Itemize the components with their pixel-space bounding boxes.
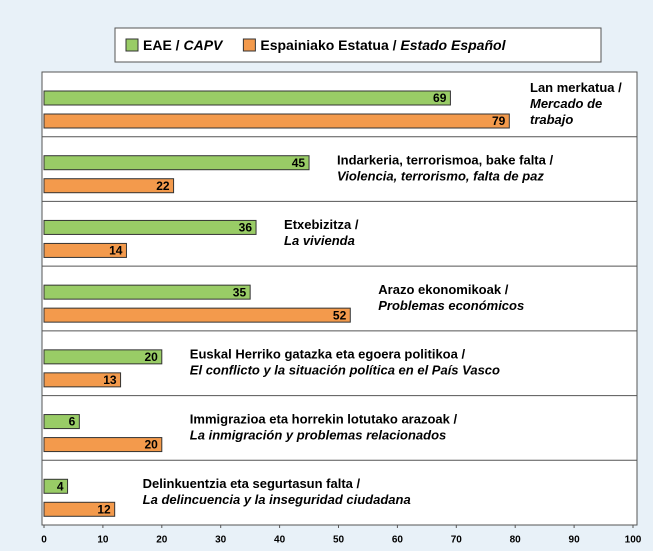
bar — [43, 307, 351, 323]
bar — [43, 242, 127, 258]
category-label: Delinkuentzia eta segurtasun falta / — [143, 476, 361, 491]
bar — [43, 219, 257, 235]
value-label: 52 — [333, 308, 347, 322]
x-tick-label: 70 — [451, 535, 463, 546]
value-label: 35 — [233, 285, 247, 299]
x-tick-label: 60 — [392, 535, 404, 546]
category-label: Lan merkatua / — [530, 80, 622, 95]
x-tick-label: 20 — [156, 535, 168, 546]
value-label: 20 — [144, 350, 158, 364]
value-label: 6 — [69, 415, 76, 429]
legend-label-part: EAE / — [143, 37, 180, 53]
category-label: El conflicto y la situación política en … — [190, 363, 500, 378]
category-label: Problemas económicos — [378, 298, 524, 313]
value-label: 22 — [156, 179, 170, 193]
value-label: 69 — [433, 91, 447, 105]
x-tick-label: 90 — [569, 535, 581, 546]
category-label: Indarkeria, terrorismoa, bake falta / — [337, 153, 553, 168]
x-tick-label: 50 — [333, 535, 345, 546]
value-label: 4 — [57, 479, 64, 493]
legend-label: EAE / CAPV — [143, 37, 224, 53]
value-label: 12 — [97, 502, 111, 516]
bar — [43, 178, 175, 194]
bar — [43, 90, 451, 106]
x-tick-label: 10 — [97, 535, 109, 546]
bar — [43, 478, 69, 494]
bar — [43, 437, 163, 453]
value-label: 45 — [292, 156, 306, 170]
x-tick-label: 0 — [41, 535, 47, 546]
value-label: 36 — [239, 221, 253, 235]
bar — [43, 155, 310, 171]
x-tick-label: 100 — [625, 535, 642, 546]
bar — [43, 349, 163, 365]
category-label: Violencia, terrorismo, falta de paz — [337, 169, 544, 184]
bar — [43, 414, 80, 430]
category-label: La delincuencia y la inseguridad ciudada… — [143, 492, 411, 507]
category-label: La vivienda — [284, 233, 355, 248]
bar — [43, 284, 251, 300]
category-label: Arazo ekonomikoak / — [378, 282, 508, 297]
value-label: 79 — [492, 114, 506, 128]
bar — [43, 372, 122, 388]
legend-swatch — [125, 38, 139, 52]
category-label: Euskal Herriko gatazka eta egoera politi… — [190, 347, 466, 362]
legend-box — [114, 27, 602, 63]
legend-label-part: CAPV — [180, 37, 224, 53]
bar — [43, 113, 510, 129]
x-tick-label: 30 — [215, 535, 227, 546]
x-tick-label: 40 — [274, 535, 286, 546]
category-label: Immigrazioa eta horrekin lotutako arazoa… — [190, 411, 458, 426]
category-label: trabajo — [530, 112, 573, 127]
value-label: 14 — [109, 244, 123, 258]
legend-swatch — [242, 38, 256, 52]
category-label: La inmigración y problemas relacionados — [190, 427, 446, 442]
category-label: Mercado de — [530, 96, 602, 111]
value-label: 13 — [103, 373, 117, 387]
x-tick-label: 80 — [510, 535, 522, 546]
legend-label-part: Espainiako Estatua / — [260, 37, 396, 53]
category-label: Etxebizitza / — [284, 217, 359, 232]
value-label: 20 — [144, 438, 158, 452]
bar — [43, 501, 116, 517]
legend-label-part: Estado Español — [397, 37, 507, 53]
legend-label: Espainiako Estatua / Estado Español — [260, 37, 506, 53]
